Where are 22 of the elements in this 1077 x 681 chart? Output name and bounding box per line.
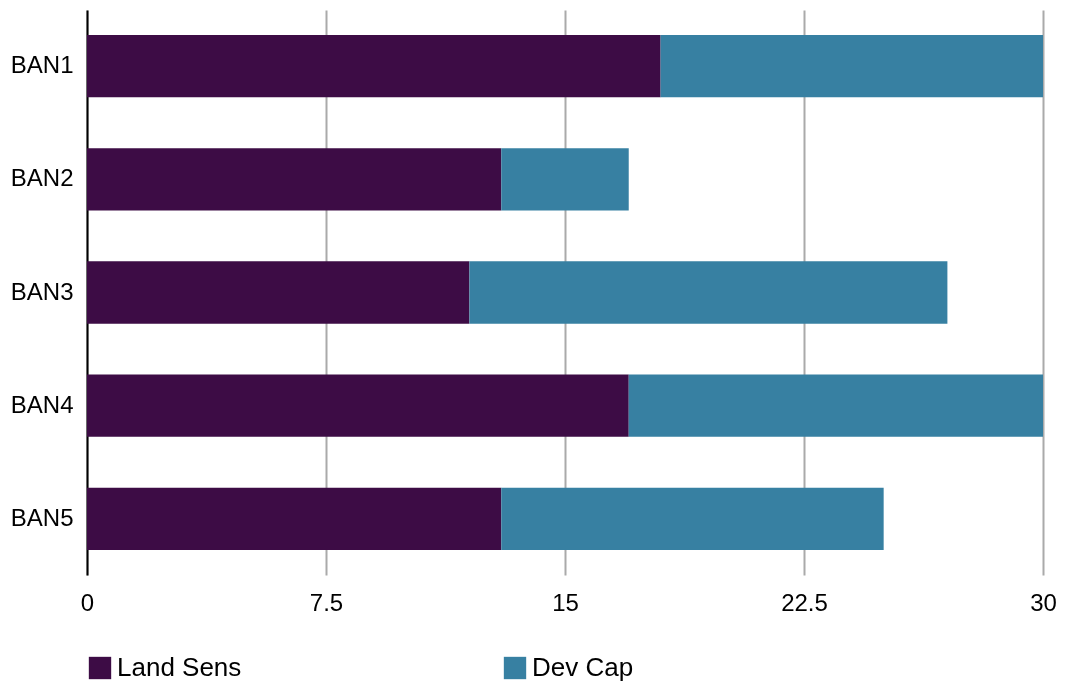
y-tick-label: BAN4 bbox=[10, 390, 74, 418]
bar bbox=[87, 261, 470, 324]
y-tick-label: BAN1 bbox=[10, 51, 74, 79]
y-tick-label: BAN2 bbox=[10, 164, 74, 192]
bar bbox=[660, 34, 1043, 98]
bar bbox=[87, 148, 502, 211]
bar bbox=[87, 487, 502, 551]
x-tick-label: 0 bbox=[80, 588, 95, 616]
x-tick-label: 30 bbox=[1030, 588, 1057, 616]
x-tick-label: 15 bbox=[552, 588, 579, 616]
x-tick-label: 22.5 bbox=[781, 588, 828, 616]
bar bbox=[501, 148, 629, 211]
bar bbox=[628, 374, 1043, 437]
y-tick-label: BAN3 bbox=[10, 277, 74, 305]
bar bbox=[469, 261, 948, 324]
legend-label: Land Sens bbox=[117, 652, 242, 681]
x-tick-label: 7.5 bbox=[309, 588, 344, 616]
legend-label: Dev Cap bbox=[532, 652, 634, 681]
bar bbox=[501, 487, 884, 551]
y-tick-label: BAN5 bbox=[10, 503, 74, 531]
bar bbox=[87, 374, 629, 437]
bar bbox=[87, 34, 661, 98]
